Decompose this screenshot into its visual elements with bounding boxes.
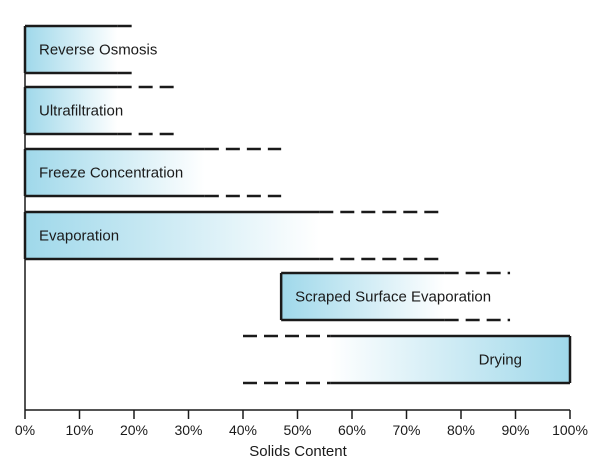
bar-fill bbox=[25, 149, 205, 196]
bar-0: Reverse Osmosis bbox=[23, 24, 157, 75]
bar-fill bbox=[25, 212, 320, 259]
bar-3: Evaporation bbox=[23, 210, 440, 261]
x-tick-label: 30% bbox=[174, 422, 202, 438]
bar-fill bbox=[25, 26, 118, 73]
bar-1: Ultrafiltration bbox=[23, 85, 178, 136]
bar-fill bbox=[330, 336, 570, 383]
bars-layer: Reverse Osmosis Ultrafiltration Freeze Con… bbox=[23, 24, 572, 385]
bar-label: Ultrafiltration bbox=[39, 103, 123, 120]
bar-label: Drying bbox=[479, 352, 522, 369]
x-tick-label: 100% bbox=[552, 422, 588, 438]
x-axis: 0% 10% 20% 30% 40% 50% 60% 70% 80% 90% 100% bbox=[15, 26, 588, 438]
x-axis-label: Solids Content bbox=[249, 443, 347, 460]
bar-label: Freeze Concentration bbox=[39, 165, 183, 182]
x-tick-label: 70% bbox=[392, 422, 420, 438]
x-tick-label: 50% bbox=[283, 422, 311, 438]
x-tick-label: 10% bbox=[65, 422, 93, 438]
bar-fill bbox=[281, 273, 445, 320]
x-tick-label: 80% bbox=[447, 422, 475, 438]
bar-label: Evaporation bbox=[39, 228, 119, 245]
bar-fill bbox=[25, 87, 118, 134]
bar-label: Scraped Surface Evaporation bbox=[295, 289, 491, 306]
bar-4: Scraped Surface Evaporation bbox=[279, 271, 511, 322]
x-tick-label: 40% bbox=[229, 422, 257, 438]
x-tick-label: 0% bbox=[15, 422, 35, 438]
bar-label: Reverse Osmosis bbox=[39, 42, 157, 59]
x-tick-label: 90% bbox=[501, 422, 529, 438]
bar-5: Drying bbox=[243, 334, 572, 385]
bar-2: Freeze Concentration bbox=[23, 147, 282, 198]
x-tick-label: 60% bbox=[338, 422, 366, 438]
x-tick-label: 20% bbox=[120, 422, 148, 438]
